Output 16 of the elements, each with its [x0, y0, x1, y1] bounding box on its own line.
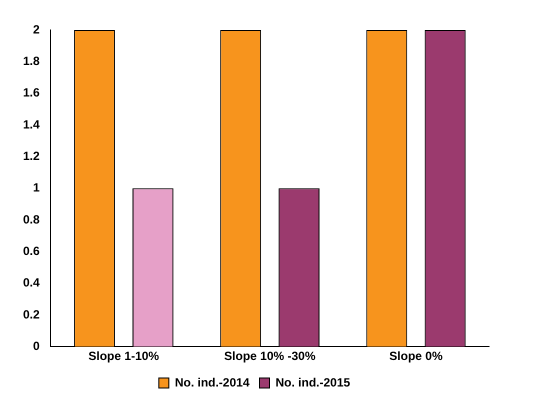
- y-tick-label: 1.2: [22, 148, 40, 163]
- y-tick-label: 0.6: [22, 244, 40, 258]
- y-tick-label: 0: [32, 338, 40, 353]
- legend-label: No. ind.-2015: [276, 375, 351, 390]
- x-tick-label: Slope 10% -30%: [224, 349, 316, 364]
- y-tick-label: 1: [32, 180, 40, 195]
- legend-label: No. ind.-2014: [174, 375, 250, 390]
- y-tick-label: 0.2: [22, 307, 40, 322]
- y-tick-label: 1.4: [22, 117, 40, 132]
- x-tick-label: Slope 1-10%: [88, 349, 160, 364]
- y-tick-label: 1.6: [22, 86, 40, 100]
- x-tick-label: Slope 0%: [389, 349, 443, 364]
- y-tick-label: 0.8: [22, 212, 40, 226]
- y-tick-label: 1.8: [22, 54, 40, 68]
- y-tick-label: 0.4: [22, 276, 40, 290]
- y-tick-label: 2: [32, 22, 40, 36]
